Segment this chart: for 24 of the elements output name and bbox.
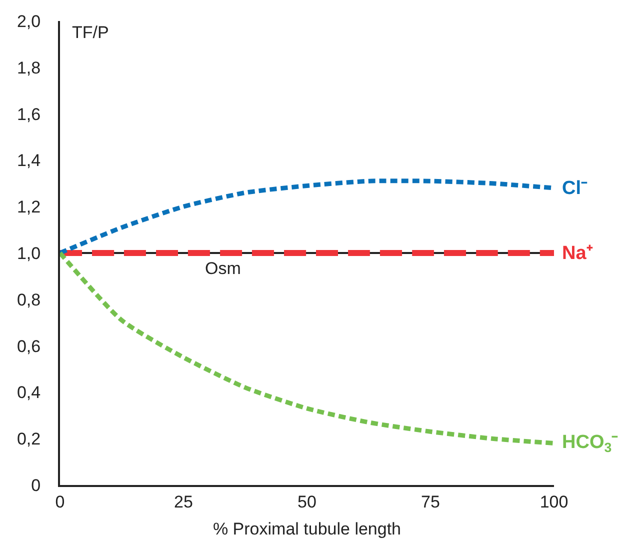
line-series [60, 178, 554, 256]
series-label: HCO$_{3}$⁻ [562, 432, 619, 455]
x-tick-label: 25 [174, 492, 193, 512]
y-tick-label: 1,2 [16, 198, 41, 217]
line-series [60, 250, 554, 446]
y-tick-label: 1,4 [16, 151, 41, 170]
y-tick-label: 0 [31, 476, 41, 495]
x-tick-label: 75 [421, 492, 440, 512]
y-tick-label: 1,8 [16, 58, 41, 78]
y-tick-label: 1,6 [16, 104, 41, 124]
x-axis-title: % Proximal tubule length [212, 519, 402, 538]
x-tick-label: 50 [298, 492, 316, 512]
x-tick-label: 100 [540, 492, 568, 512]
y-tick-label: 0,4 [16, 383, 41, 402]
y-tick-label: 2,0 [16, 12, 41, 31]
y-tick-label: 0,6 [16, 336, 41, 356]
y-tick-label: 0,8 [16, 290, 41, 310]
series-label: Cl⁻ [562, 178, 588, 199]
y-axis-title: TF/P [72, 23, 109, 42]
y-tick-label: 1,0 [16, 244, 41, 263]
annotation: Osm [205, 259, 241, 278]
series-label: Na⁺ [562, 243, 594, 264]
y-tick-label: 0,2 [16, 430, 41, 449]
x-tick-label: 0 [55, 492, 65, 512]
